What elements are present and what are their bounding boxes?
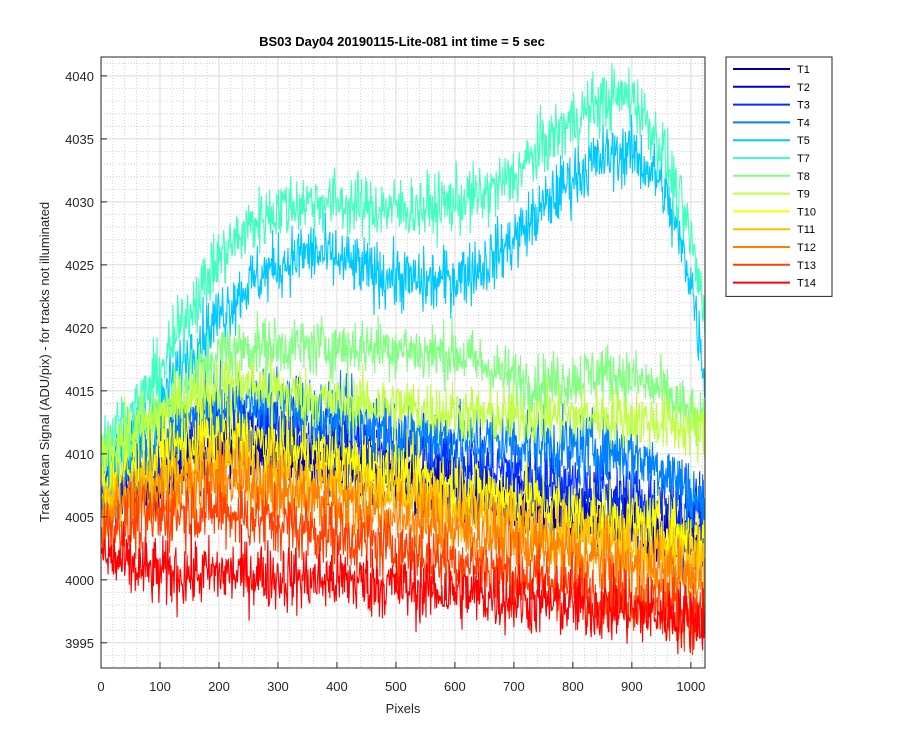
- x-tick-label: 1000: [676, 679, 705, 694]
- series-line-t8: [101, 310, 706, 486]
- series-line-t13: [101, 466, 706, 656]
- y-tick-label: 4025: [65, 258, 94, 273]
- x-tick-label: 100: [149, 679, 171, 694]
- y-axis: 3995 4000 4005 4010 4015 4020 4025 4030 4035 4040: [65, 69, 107, 651]
- legend-label: T12: [797, 242, 816, 254]
- series-layer: [101, 62, 706, 656]
- legend-label: T2: [797, 82, 810, 94]
- x-tick-label: 400: [326, 679, 348, 694]
- y-tick-label: 4030: [65, 195, 94, 210]
- legend-label: T13: [797, 260, 816, 272]
- y-axis-label: Track Mean Signal (ADU/pix) - for tracks…: [37, 202, 52, 522]
- y-tick-label: 4010: [65, 447, 94, 462]
- legend-label: T14: [797, 278, 816, 290]
- x-tick-label: 900: [621, 679, 643, 694]
- x-tick-label: 500: [385, 679, 407, 694]
- legend-label: T7: [797, 153, 810, 165]
- x-tick-label: 0: [97, 679, 104, 694]
- y-tick-label: 4020: [65, 321, 94, 336]
- x-tick-label: 600: [444, 679, 466, 694]
- series-line-t12: [101, 434, 706, 618]
- legend-label: T4: [797, 117, 810, 129]
- x-tick-label: 200: [208, 679, 230, 694]
- x-axis: 0 100 200 300 400 500 600 700 800 900 1000: [97, 662, 705, 694]
- y-tick-label: 3995: [65, 636, 94, 651]
- x-axis-label: Pixels: [386, 701, 421, 716]
- series-line-t9: [101, 356, 706, 486]
- x-tick-label: 700: [503, 679, 525, 694]
- x-tick-label: 300: [267, 679, 289, 694]
- legend: T1 T2 T3 T4 T5 T7 T8 T9 T10 T11 T12 T13 T14: [725, 56, 833, 297]
- series-line-t5: [101, 114, 706, 504]
- legend-label: T10: [797, 206, 816, 218]
- y-tick-label: 4005: [65, 510, 94, 525]
- y-tick-label: 4000: [65, 573, 94, 588]
- y-tick-label: 4015: [65, 384, 94, 399]
- legend-label: T1: [797, 64, 810, 76]
- legend-label: T11: [797, 224, 815, 236]
- series-line-t10: [101, 393, 706, 576]
- legend-label: T3: [797, 100, 810, 112]
- series-line-t14: [101, 521, 706, 655]
- x-tick-label: 800: [562, 679, 584, 694]
- plot-frame: [100, 56, 706, 669]
- y-tick-label: 4035: [65, 132, 94, 147]
- legend-label: T9: [797, 189, 810, 201]
- chart-title: BS03 Day04 20190115-Lite-081 int time = …: [259, 34, 545, 49]
- y-tick-label: 4040: [65, 69, 94, 84]
- legend-label: T5: [797, 135, 810, 147]
- series-line-t7: [101, 62, 706, 470]
- legend-label: T8: [797, 171, 810, 183]
